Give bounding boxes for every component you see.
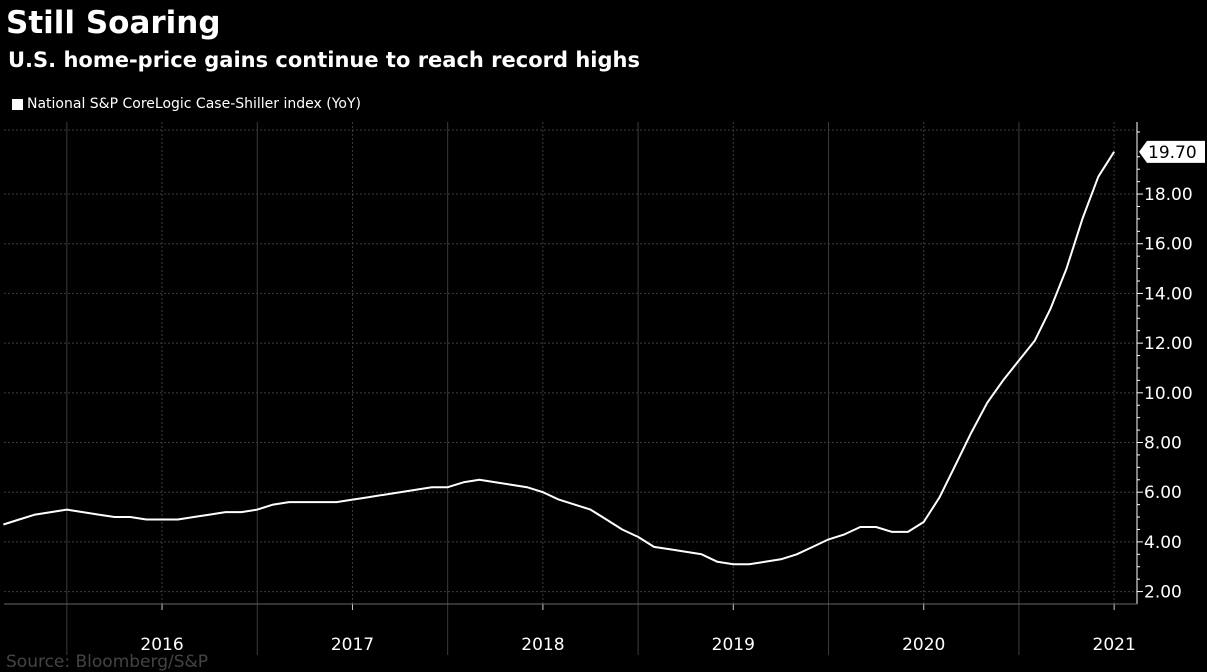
y-tick-label: 6.00 — [1144, 483, 1182, 503]
x-tick-label: 2021 — [1093, 635, 1136, 655]
grid — [4, 122, 1137, 655]
legend: National S&P CoreLogic Case-Shiller inde… — [12, 97, 361, 111]
series-line — [3, 151, 1115, 566]
legend-label: National S&P CoreLogic Case-Shiller inde… — [27, 96, 361, 112]
chart-title: Still Soaring — [6, 5, 221, 41]
x-tick-label: 2016 — [140, 635, 183, 655]
last-value-label: 19.70 — [1148, 143, 1197, 163]
x-axis-labels: 2016 2017 2018 2019 2020 2021 — [140, 635, 1135, 655]
x-tick-label: 2019 — [712, 635, 755, 655]
y-tick-label: 4.00 — [1144, 533, 1182, 553]
axes — [4, 122, 1143, 610]
y-tick-label: 12.00 — [1144, 334, 1193, 354]
x-tick-label: 2018 — [521, 635, 564, 655]
last-value-callout: 19.70 — [1139, 140, 1205, 163]
y-tick-label: 18.00 — [1144, 185, 1193, 205]
last-value-flag — [1139, 140, 1205, 163]
y-tick-label: 8.00 — [1144, 434, 1182, 454]
legend-swatch — [12, 98, 23, 110]
chart-subtitle: U.S. home-price gains continue to reach … — [8, 48, 640, 72]
y-tick-label: 14.00 — [1144, 284, 1193, 304]
x-tick-label: 2020 — [902, 635, 945, 655]
y-tick-label: 16.00 — [1144, 235, 1193, 255]
y-tick-label: 10.00 — [1144, 384, 1193, 404]
series-group — [3, 151, 1115, 566]
source-note: Source: Bloomberg/S&P — [6, 652, 209, 672]
y-tick-label: 2.00 — [1144, 583, 1182, 603]
y-axis-labels: 2.00 4.00 6.00 8.00 10.00 12.00 14.00 16.00 18.0… — [1144, 185, 1193, 603]
x-tick-label: 2017 — [331, 635, 374, 655]
